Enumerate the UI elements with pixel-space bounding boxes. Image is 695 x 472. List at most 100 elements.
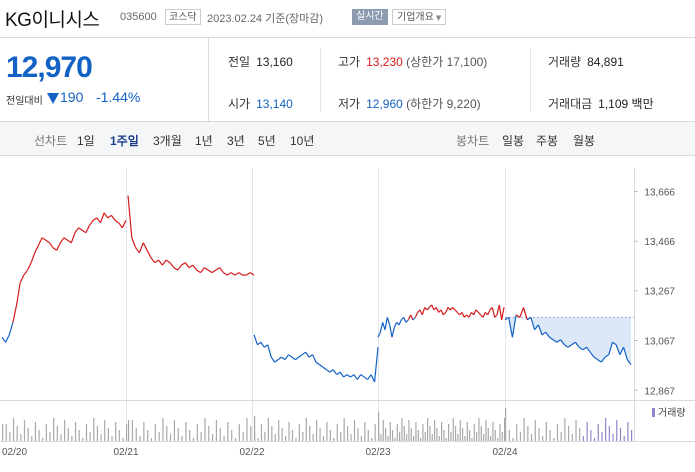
price-line-segment: [382, 322, 386, 330]
price-line-segment: [612, 341, 617, 346]
price-chart[interactable]: 13,666 13,466 13,267 13,067 12,867 02/20 02/21…: [0, 160, 695, 472]
volume-bar: [538, 428, 540, 441]
price-line-segment: [336, 371, 341, 376]
x-tick-label: 02/20: [2, 447, 27, 458]
price-line-segment: [487, 309, 491, 316]
volume-bar: [445, 438, 447, 441]
volume-bar: [139, 436, 141, 441]
volume-bar: [89, 432, 91, 441]
volume-bar: [455, 426, 457, 441]
price-line-segment: [294, 356, 300, 361]
volume-bar: [560, 432, 562, 441]
price-line-segment: [412, 316, 416, 321]
volume-bar: [5, 424, 7, 441]
volume-bar: [605, 418, 607, 441]
volume-bar: [181, 436, 183, 441]
volume-bar: [316, 420, 318, 441]
volume-bar: [111, 436, 113, 441]
x-tick-label: 02/23: [365, 447, 390, 458]
price-line-segment: [571, 341, 576, 346]
volume-bar: [196, 424, 198, 441]
price-line-segment: [473, 309, 477, 316]
candle-tab-weekly[interactable]: 주봉: [536, 134, 559, 148]
volume-bar: [295, 438, 297, 441]
candle-tab-monthly[interactable]: 월봉: [573, 134, 596, 148]
volume-bar: [601, 432, 603, 441]
volume-bar: [438, 436, 440, 441]
price-line-segment: [246, 272, 251, 276]
price-line-segment: [350, 374, 355, 378]
volume-bar: [466, 422, 468, 441]
period-tab-5y[interactable]: 5년: [258, 134, 276, 148]
price-line-segment: [377, 332, 381, 338]
price-line-segment: [498, 304, 503, 320]
volume-bar: [166, 426, 168, 441]
price-line-segment: [373, 347, 379, 383]
period-tab-1w[interactable]: 1주일: [110, 134, 139, 148]
line-chart-heading: 선차트: [34, 134, 68, 148]
change-label: 전일대비: [6, 96, 43, 107]
volume-bar: [478, 418, 480, 441]
price-line-segment: [515, 314, 521, 318]
price-line-segment: [386, 317, 391, 326]
volume-bar: [200, 432, 202, 441]
volume-bar: [291, 430, 294, 441]
price-line-segment: [260, 341, 265, 348]
price-line-segment: [234, 272, 240, 276]
volume-bar: [12, 418, 15, 441]
volume-bar: [20, 434, 22, 441]
price-line-segment: [161, 259, 167, 266]
price-line-segment: [384, 317, 388, 330]
period-tab-1d[interactable]: 1일: [77, 134, 95, 148]
volume-bar: [443, 430, 445, 441]
volume-bar: [107, 428, 109, 441]
volume-bar: [104, 420, 106, 441]
price-line-segment: [389, 324, 393, 338]
period-tab-1y[interactable]: 1년: [195, 134, 213, 148]
price-line-segment: [379, 322, 384, 333]
price-line-segment: [329, 369, 334, 373]
period-tab-10y[interactable]: 10년: [290, 134, 315, 148]
volume-bar: [612, 434, 614, 441]
candle-tab-daily[interactable]: 일봉: [502, 134, 525, 148]
open-label: 시가: [228, 97, 251, 111]
volume-bar: [150, 438, 153, 441]
price-line-segment: [142, 242, 148, 251]
volume-bar: [364, 422, 366, 441]
volume-bar: [590, 430, 592, 441]
volume-bar: [242, 432, 244, 441]
volume-bar: [158, 432, 160, 441]
volume-bar: [53, 418, 55, 441]
volume-bar: [459, 420, 461, 441]
period-tab-3y[interactable]: 3년: [227, 134, 245, 148]
volume-bar: [508, 430, 510, 441]
volume-bar: [34, 422, 37, 441]
price-line-segment: [468, 312, 472, 318]
volume-bar: [64, 420, 66, 441]
volume-bar: [553, 438, 555, 441]
volume-label: 거래량: [548, 55, 582, 69]
volume-bar: [374, 424, 376, 441]
price-line-segment: [619, 346, 625, 355]
volume-bar: [564, 418, 566, 441]
x-tick-label: 02/24: [492, 447, 517, 458]
company-overview-label: 기업개요: [397, 12, 434, 23]
period-tab-3m[interactable]: 3개월: [153, 134, 182, 148]
volume-bar: [177, 428, 179, 441]
volume-bar: [427, 418, 429, 441]
volume-bar: [74, 422, 77, 441]
volume-bar: [254, 416, 256, 441]
volume-bar: [340, 432, 342, 441]
volume-bar: [382, 420, 384, 441]
volume-bar: [115, 422, 117, 441]
volume-bar: [9, 432, 11, 441]
price-line-segment: [370, 374, 376, 383]
volume-bar: [452, 418, 454, 441]
realtime-button[interactable]: 실시간: [352, 9, 388, 25]
volume-bar: [527, 426, 529, 441]
volume-bar: [403, 426, 405, 441]
low-label: 저가: [338, 97, 361, 111]
volume-bar: [406, 434, 408, 441]
company-overview-dropdown[interactable]: 기업개요 ▼: [392, 9, 447, 25]
price-line-segment: [12, 304, 18, 323]
